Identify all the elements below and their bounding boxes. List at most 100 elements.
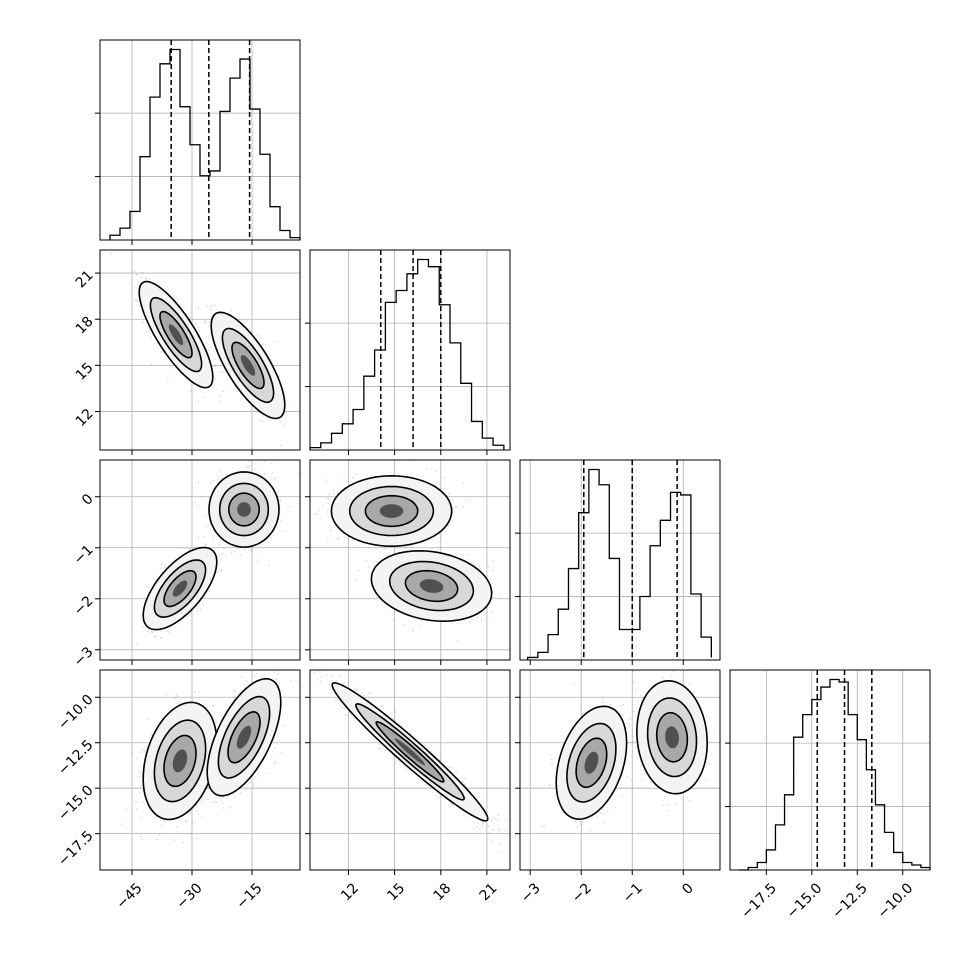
scatter-point <box>249 782 251 784</box>
y-tick-label: −2 <box>71 593 97 619</box>
scatter-point <box>219 555 221 557</box>
scatter-point <box>190 833 192 835</box>
scatter-point <box>327 541 329 543</box>
y-tick-label: 12 <box>73 406 97 430</box>
scatter-point <box>253 786 255 788</box>
scatter-point <box>190 390 192 392</box>
scatter-point <box>173 296 175 298</box>
scatter-point <box>275 678 277 680</box>
scatter-point <box>160 630 162 632</box>
scatter-point <box>417 475 419 477</box>
scatter-point <box>204 320 206 322</box>
scatter-point <box>279 375 281 377</box>
scatter-point <box>142 626 144 628</box>
scatter-point <box>212 480 214 482</box>
scatter-point <box>189 614 191 616</box>
y-tick-label: −17.5 <box>55 828 97 870</box>
scatter-point <box>147 631 149 633</box>
scatter-point <box>273 478 275 480</box>
scatter-point <box>150 337 152 339</box>
scatter-point <box>268 564 270 566</box>
scatter-point <box>198 330 200 332</box>
scatter-point <box>150 363 152 365</box>
scatter-point <box>260 419 262 421</box>
scatter-point <box>144 750 146 752</box>
scatter-point <box>177 703 179 705</box>
scatter-point <box>225 473 227 475</box>
scatter-point <box>221 553 223 555</box>
scatter-point <box>189 548 191 550</box>
panel-frame <box>100 40 300 240</box>
scatter-point <box>176 826 178 828</box>
scatter-point <box>229 806 231 808</box>
scatter-point <box>178 702 180 704</box>
scatter-point <box>272 751 274 753</box>
scatter-point <box>250 330 252 332</box>
scatter-point <box>147 586 149 588</box>
scatter-point <box>253 784 255 786</box>
scatter-point <box>181 626 183 628</box>
scatter-point <box>164 821 166 823</box>
scatter-point <box>282 690 284 692</box>
scatter-point <box>181 548 183 550</box>
scatter-point <box>201 802 203 804</box>
scatter-point <box>287 404 289 406</box>
scatter-point <box>189 317 191 319</box>
scatter-point <box>136 642 138 644</box>
scatter-point <box>201 496 203 498</box>
scatter-point <box>148 719 150 721</box>
scatter-point <box>160 637 162 639</box>
scatter-point <box>261 676 263 678</box>
scatter-point <box>161 567 163 569</box>
scatter-point <box>161 824 163 826</box>
scatter-point <box>222 371 224 373</box>
scatter-point <box>192 822 194 824</box>
scatter-point <box>200 609 202 611</box>
scatter-point <box>208 350 210 352</box>
scatter-point <box>164 566 166 568</box>
panel-grid <box>766 670 902 870</box>
scatter-point <box>190 811 192 813</box>
scatter-point <box>267 541 269 543</box>
scatter-point <box>215 366 217 368</box>
scatter-point <box>193 691 195 693</box>
scatter-point <box>204 396 206 398</box>
scatter-point <box>247 680 249 682</box>
scatter-point <box>173 839 175 841</box>
scatter-point <box>208 337 210 339</box>
scatter-point <box>240 792 242 794</box>
scatter-point <box>160 351 162 353</box>
scatter-point <box>271 462 273 464</box>
x-tick-label: −10.0 <box>875 880 917 922</box>
scatter-point <box>149 279 151 281</box>
scatter-point <box>186 820 188 822</box>
scatter-point <box>210 309 212 311</box>
y-tick-label: 15 <box>73 360 97 384</box>
y-tick-label: 18 <box>73 314 97 338</box>
scatter-point <box>275 761 277 763</box>
scatter-point <box>152 631 154 633</box>
panel-grid <box>348 250 486 450</box>
scatter-point <box>161 564 163 566</box>
scatter-point <box>159 834 161 836</box>
scatter-point <box>137 274 139 276</box>
scatter-point <box>137 776 139 778</box>
scatter-point <box>248 467 250 469</box>
scatter-point <box>369 547 371 549</box>
scatter-point <box>330 529 332 531</box>
scatter-point <box>204 596 206 598</box>
scatter-point <box>241 676 243 678</box>
scatter-point <box>234 550 236 552</box>
scatter-point <box>208 325 210 327</box>
scatter-point <box>140 773 142 775</box>
scatter-point <box>167 630 169 632</box>
scatter-point <box>211 305 213 307</box>
scatter-point <box>263 461 265 463</box>
scatter-point <box>213 381 215 383</box>
scatter-point <box>197 400 199 402</box>
scatter-point <box>314 514 316 516</box>
y-tick-label: −3 <box>71 644 97 670</box>
scatter-point <box>277 673 279 675</box>
